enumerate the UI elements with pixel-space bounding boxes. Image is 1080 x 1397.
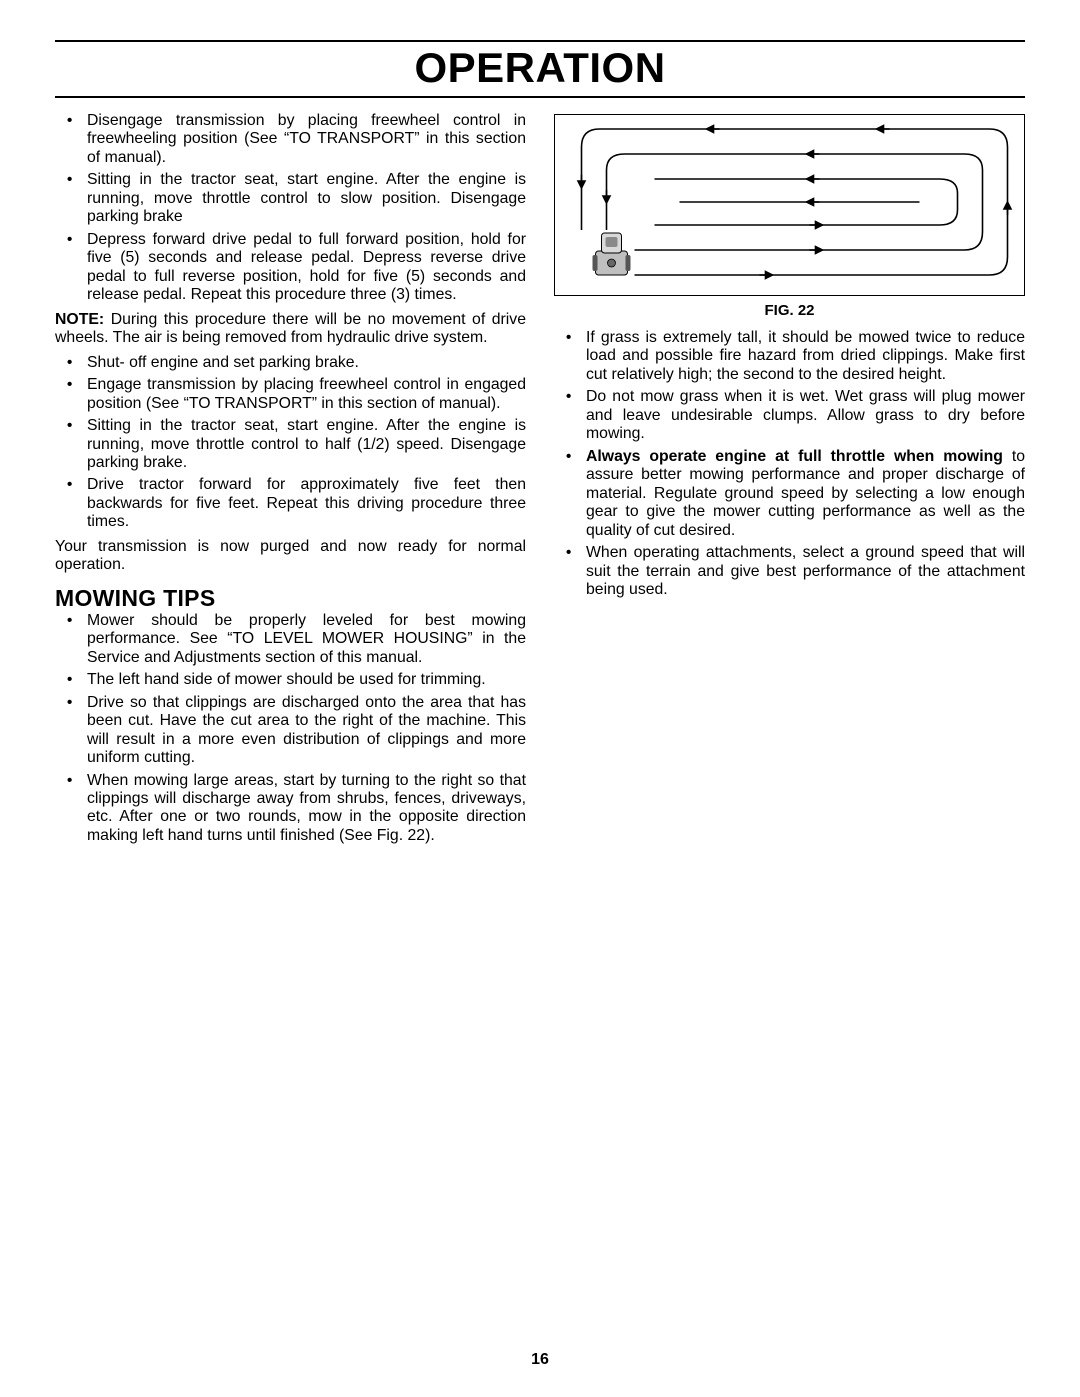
list-item: Shut- off engine and set parking brake. xyxy=(55,354,526,372)
list-item: Do not mow grass when it is wet. Wet gra… xyxy=(554,388,1025,443)
list-item: When operating attachments, select a gro… xyxy=(554,544,1025,599)
procedure-bullets-b: Shut- off engine and set parking brake. … xyxy=(55,354,526,532)
mowing-pattern-figure xyxy=(554,114,1025,296)
list-item: If grass is extremely tall, it should be… xyxy=(554,329,1025,384)
right-column: FIG. 22 If grass is extremely tall, it s… xyxy=(554,112,1025,851)
list-item: Engage transmission by placing freewheel… xyxy=(55,376,526,413)
list-item: Sitting in the tractor seat, start engin… xyxy=(55,171,526,226)
ready-paragraph: Your transmission is now purged and now … xyxy=(55,538,526,575)
figure-caption: FIG. 22 xyxy=(554,302,1025,319)
bold-lead: Always operate engine at full throttle w… xyxy=(586,448,1003,465)
list-item: Sitting in the tractor seat, start engin… xyxy=(55,417,526,472)
note-text: During this procedure there will be no m… xyxy=(55,311,526,346)
list-item: When mowing large areas, start by turnin… xyxy=(55,772,526,846)
list-item: Always operate engine at full throttle w… xyxy=(554,448,1025,540)
list-item: Depress forward drive pedal to full forw… xyxy=(55,231,526,305)
left-column: Disengage transmission by placing freewh… xyxy=(55,112,526,851)
tractor-icon xyxy=(593,233,631,275)
manual-page: OPERATION Disengage transmission by plac… xyxy=(0,0,1080,1397)
page-title: OPERATION xyxy=(55,44,1025,92)
content-columns: Disengage transmission by placing freewh… xyxy=(55,112,1025,851)
mowing-pattern-svg xyxy=(555,115,1024,295)
top-rule xyxy=(55,40,1025,42)
list-item: Drive tractor forward for approximately … xyxy=(55,476,526,531)
note-paragraph: NOTE: During this procedure there will b… xyxy=(55,311,526,348)
list-item: Mower should be properly leveled for bes… xyxy=(55,612,526,667)
right-bullets: If grass is extremely tall, it should be… xyxy=(554,329,1025,600)
mowing-tips-heading: MOWING TIPS xyxy=(55,585,526,612)
title-lower-rule xyxy=(55,96,1025,98)
note-label: NOTE: xyxy=(55,311,104,328)
list-item: Drive so that clippings are discharged o… xyxy=(55,694,526,768)
procedure-bullets-a: Disengage transmission by placing freewh… xyxy=(55,112,526,305)
mowing-tips-bullets: Mower should be properly leveled for bes… xyxy=(55,612,526,846)
page-number: 16 xyxy=(0,1351,1080,1369)
list-item: The left hand side of mower should be us… xyxy=(55,671,526,689)
list-item: Disengage transmission by placing freewh… xyxy=(55,112,526,167)
